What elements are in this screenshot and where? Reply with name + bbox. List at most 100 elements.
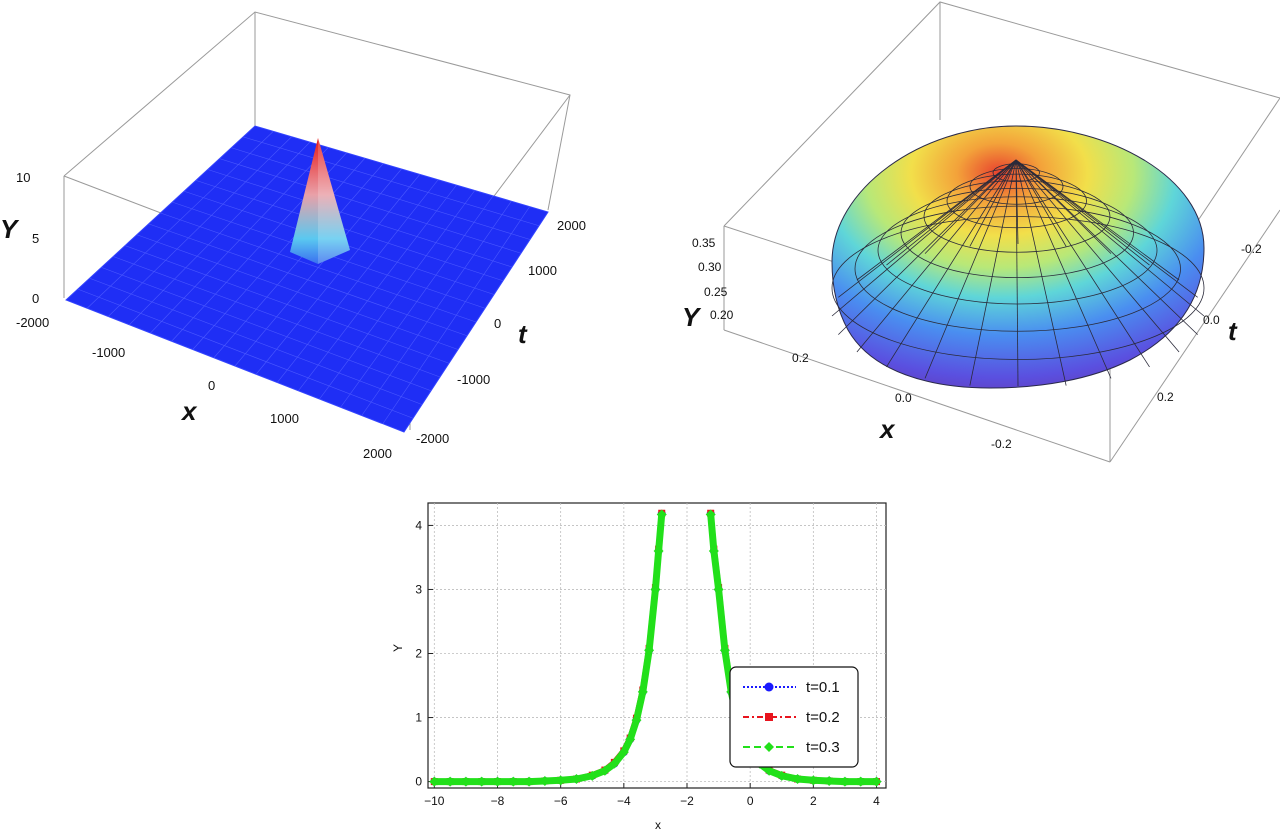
z-tick-1: 10 xyxy=(16,170,30,185)
mesh-meridian xyxy=(838,159,1017,298)
point-3 xyxy=(599,765,610,776)
x-tick-label: 2 xyxy=(810,794,817,808)
point-3 xyxy=(808,775,819,786)
point-3 xyxy=(609,758,620,769)
grid-line xyxy=(298,184,457,391)
point-3 xyxy=(871,776,882,787)
grid-line xyxy=(255,174,421,375)
mesh-meridian xyxy=(1015,159,1150,368)
mesh-meridian xyxy=(1015,159,1205,317)
legend-label-1: t=0.1 xyxy=(806,679,840,696)
point-3 xyxy=(705,509,716,520)
grid-line xyxy=(207,169,513,268)
y-tick-label: 2 xyxy=(415,647,422,661)
mesh-meridian xyxy=(838,159,1017,335)
mesh-meridian xyxy=(1015,159,1180,353)
dome-mesh xyxy=(831,159,1205,387)
z-tick-2-1: 0.35 xyxy=(692,236,716,250)
z-axis-label-1: Y xyxy=(0,214,20,244)
spike-peak-shadow xyxy=(318,138,350,264)
t-tick-5: -2000 xyxy=(416,431,449,446)
surface-plot-1: 10 5 0 Y -2000 -1000 0 1000 2000 x 2000 … xyxy=(0,11,586,461)
legend-marker-3 xyxy=(764,742,774,752)
x-tick-1: -2000 xyxy=(16,315,49,330)
grid-line xyxy=(319,190,475,400)
x-tick-label: −8 xyxy=(491,794,505,808)
plot-ticks: −10 −8 −6 −4 −2 0 2 4 0 1 2 3 4 xyxy=(415,518,880,808)
x-tick-3: 0 xyxy=(208,378,215,393)
legend-marker-1 xyxy=(764,682,774,692)
z-axis-label-2: Y xyxy=(682,302,702,332)
legend: t=0.1 t=0.2 t=0.3 xyxy=(729,666,859,768)
t-tick-2-1: -0.2 xyxy=(1241,242,1262,256)
point-3 xyxy=(656,509,667,520)
grid-line xyxy=(231,147,531,240)
mesh-meridian xyxy=(831,159,1017,317)
t-tick-2-2: 0.0 xyxy=(1203,313,1220,327)
t-axis-label-2: t xyxy=(1228,316,1238,346)
grid-line xyxy=(234,168,402,367)
y-tick-label: 4 xyxy=(415,518,422,532)
grid-line xyxy=(382,206,530,424)
mesh-meridian xyxy=(886,159,1017,266)
point-3 xyxy=(637,686,648,697)
mesh-meridian xyxy=(969,159,1017,247)
x-axis-label-3: x xyxy=(655,818,661,831)
point-3 xyxy=(719,645,730,656)
point-3 xyxy=(625,734,636,745)
point-3 xyxy=(524,776,535,787)
grid-line xyxy=(243,136,540,227)
x-tick-label: 4 xyxy=(873,794,880,808)
grid-line xyxy=(277,179,439,383)
y-tick-label: 3 xyxy=(415,582,422,596)
t-tick-1: 2000 xyxy=(557,218,586,233)
point-3 xyxy=(824,775,835,786)
mesh-meridian xyxy=(1015,159,1019,245)
grid-line xyxy=(361,201,512,416)
mesh-meridian xyxy=(924,159,1017,379)
surface-plot-2: 0.35 0.30 0.25 0.20 Y 0.2 0.0 -0.2 x -0.… xyxy=(682,1,1280,463)
x-tick-label: −4 xyxy=(617,794,631,808)
grid-line xyxy=(195,180,504,282)
mesh-meridian xyxy=(1015,159,1067,386)
mesh-meridian xyxy=(856,159,1017,281)
grid-line xyxy=(340,195,494,408)
point-3 xyxy=(631,715,642,726)
mesh-meridian xyxy=(856,159,1017,353)
t-tick-2: 1000 xyxy=(528,263,557,278)
x-tick-label: −6 xyxy=(554,794,568,808)
y-tick-label: 1 xyxy=(415,711,422,725)
z-tick-2: 5 xyxy=(32,231,39,246)
y-axis-label-3: Y xyxy=(391,644,405,652)
mesh-meridian xyxy=(1015,159,1180,281)
x-tick-4: 1000 xyxy=(270,411,299,426)
grid-line xyxy=(219,158,522,254)
legend-label-2: t=0.2 xyxy=(806,709,840,726)
mesh-meridian xyxy=(1015,159,1150,266)
z-tick-3: 0 xyxy=(32,291,39,306)
x-tick-label: 0 xyxy=(747,794,754,808)
point-3 xyxy=(445,776,456,787)
point-3 xyxy=(492,776,503,787)
legend-label-3: t=0.3 xyxy=(806,739,840,756)
mesh-meridian xyxy=(1015,159,1112,379)
point-3 xyxy=(508,776,519,787)
point-3 xyxy=(855,776,866,787)
point-3 xyxy=(839,776,850,787)
point-3 xyxy=(587,770,598,781)
point-3 xyxy=(429,776,440,787)
mesh-meridian xyxy=(1015,159,1067,247)
point-3 xyxy=(476,776,487,787)
z-tick-2-2: 0.30 xyxy=(698,260,722,274)
mesh-meridian xyxy=(1015,159,1112,254)
point-3 xyxy=(539,775,550,786)
point-3 xyxy=(644,645,655,656)
x-axis-label-1: x xyxy=(180,396,198,426)
point-3 xyxy=(708,546,719,557)
point-3 xyxy=(618,747,629,758)
x-tick-2-2: 0.0 xyxy=(895,391,912,405)
x-tick-2-3: -0.2 xyxy=(991,437,1012,451)
point-3 xyxy=(650,584,661,595)
surface-grid-1 xyxy=(77,131,540,424)
